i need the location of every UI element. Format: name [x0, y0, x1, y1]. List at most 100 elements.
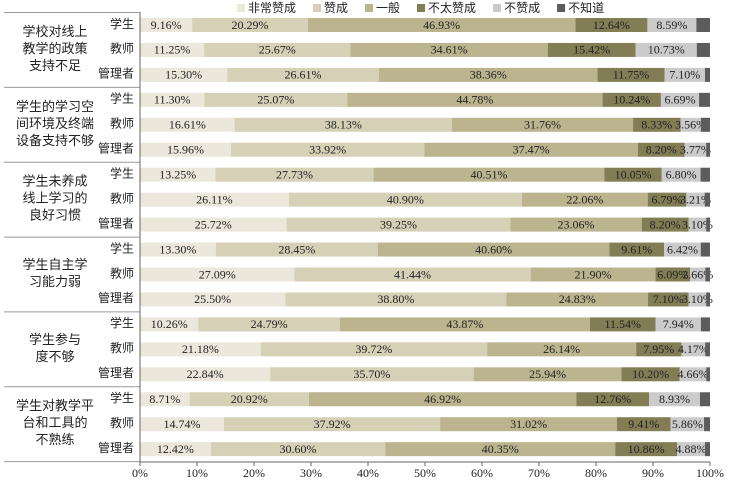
bar-segment [210, 442, 386, 457]
value-label: 26.14% [543, 342, 580, 356]
bar-segment [602, 92, 661, 107]
bar-segment [204, 42, 351, 57]
bar-segment [140, 392, 190, 407]
value-label: 8.59% [656, 18, 687, 32]
category-label: 管理者 [98, 215, 134, 230]
value-label: 26.61% [285, 68, 322, 82]
bar-segment [664, 242, 701, 257]
value-label: 25.50% [194, 292, 231, 306]
bar-segment [706, 367, 710, 382]
category-label: 学生 [110, 315, 134, 330]
value-label: 23.06% [558, 217, 595, 231]
value-label: 10.73% [648, 43, 685, 57]
bar-segment [140, 92, 205, 107]
bar-segment [688, 292, 707, 307]
group-label: 台和工具的 [22, 415, 87, 430]
bar-segment [648, 292, 689, 307]
bar-segment [510, 217, 642, 232]
bar-segment [521, 192, 648, 207]
value-label: 25.72% [195, 217, 232, 231]
bar-segment [641, 217, 689, 232]
value-label: 20.29% [232, 18, 269, 32]
legend-label: 不太赞成 [428, 0, 476, 15]
value-label: 40.51% [471, 167, 508, 181]
value-label: 40.90% [387, 192, 424, 206]
value-label: 8.33% [641, 118, 672, 132]
bar-segment [633, 117, 681, 132]
value-label: 37.92% [314, 417, 351, 431]
legend-label: 不赞成 [504, 1, 540, 15]
value-label: 40.35% [482, 442, 519, 456]
bar-segment [140, 142, 231, 157]
value-label: 26.11% [196, 192, 233, 206]
bar-segment [706, 217, 710, 232]
category-label: 教师 [110, 190, 134, 205]
bar-segment [547, 42, 636, 57]
value-label: 22.84% [187, 367, 224, 381]
bar-segment [140, 317, 199, 332]
value-label: 38.13% [325, 118, 362, 132]
value-label: 4.66% [677, 367, 708, 381]
value-label: 39.72% [355, 342, 392, 356]
legend-label: 赞成 [324, 1, 348, 15]
bar-segment [597, 67, 665, 82]
bar-segment [377, 242, 610, 257]
bar-segment [288, 192, 522, 207]
bar-segment [452, 117, 634, 132]
value-label: 3.10% [682, 217, 713, 231]
bar-segment [655, 267, 691, 282]
bar-segment [660, 92, 700, 107]
legend-swatch [237, 4, 245, 12]
group-label: 不熟练 [35, 432, 74, 447]
bar-segment [347, 92, 603, 107]
bar-segment [140, 167, 216, 182]
value-label: 3.21% [680, 192, 711, 206]
bar-segment [270, 367, 474, 382]
bar-segment [140, 442, 211, 457]
bar-segment [192, 18, 308, 32]
bar-segment [286, 217, 511, 232]
bar-segment [705, 342, 710, 357]
x-tick-label: 90% [642, 466, 664, 480]
bar-segment [575, 18, 648, 32]
legend-swatch [417, 4, 426, 12]
category-label: 管理者 [98, 365, 134, 380]
value-label: 25.67% [259, 43, 296, 57]
x-tick-label: 30% [300, 466, 322, 480]
value-label: 3.77% [680, 143, 711, 157]
value-label: 10.20% [632, 367, 669, 381]
value-label: 7.10% [653, 292, 684, 306]
x-tick-label: 10% [186, 466, 208, 480]
value-label: 11.54% [604, 317, 641, 331]
value-label: 11.25% [154, 43, 191, 57]
bar-segment [440, 417, 617, 432]
bar-segment [655, 317, 701, 332]
group-label: 习能力弱 [29, 274, 81, 289]
bar-segment [140, 217, 287, 232]
legend-swatch [493, 4, 502, 12]
bar-segment [140, 417, 225, 432]
bar-segment [487, 342, 637, 357]
value-label: 12.76% [594, 392, 631, 406]
bar-segment [215, 242, 378, 257]
category-label: 教师 [110, 415, 134, 430]
bar-segment [589, 317, 656, 332]
bar-segment [636, 342, 682, 357]
value-label: 8.20% [646, 143, 677, 157]
bar-segment [140, 242, 216, 257]
category-label: 管理者 [98, 290, 134, 305]
value-label: 31.76% [524, 118, 561, 132]
value-label: 25.94% [529, 367, 566, 381]
bar-segment [700, 242, 710, 257]
bar-segment [140, 18, 193, 32]
bar-segment [285, 292, 507, 307]
group-label: 间环境及终端 [16, 116, 94, 131]
bar-segment [647, 18, 697, 32]
bar-segment [224, 417, 441, 432]
value-label: 46.92% [424, 392, 461, 406]
bar-segment [700, 317, 710, 332]
value-label: 8.20% [650, 217, 681, 231]
value-label: 11.75% [613, 68, 650, 82]
bar-segment [140, 292, 286, 307]
bar-segment [339, 317, 590, 332]
